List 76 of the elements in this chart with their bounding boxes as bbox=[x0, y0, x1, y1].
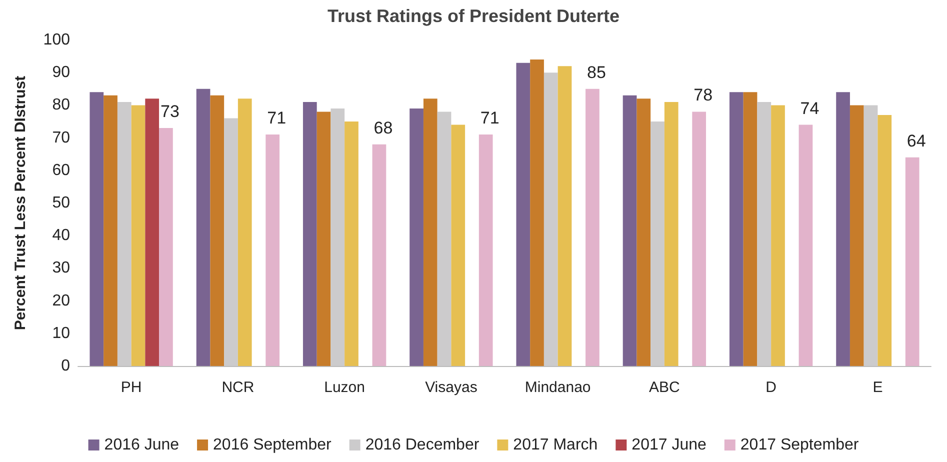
bar bbox=[90, 92, 104, 366]
bar bbox=[131, 105, 146, 366]
y-axis-title: Percent Trust Less Percent DIstrust bbox=[12, 76, 29, 330]
bar bbox=[530, 60, 544, 366]
data-label: 64 bbox=[906, 131, 926, 150]
bar bbox=[757, 102, 772, 366]
bar bbox=[117, 102, 132, 366]
x-tick-label: D bbox=[766, 379, 777, 396]
bar bbox=[586, 88, 600, 366]
data-label: 78 bbox=[694, 86, 713, 105]
y-tick-label: 10 bbox=[52, 324, 70, 342]
x-tick-label: Mindanao bbox=[524, 379, 591, 396]
bar bbox=[636, 98, 651, 366]
legend-label: 2016 June bbox=[104, 436, 180, 454]
bar bbox=[104, 95, 118, 366]
y-tick-label: 40 bbox=[52, 227, 70, 244]
y-tick-label: 0 bbox=[61, 358, 70, 374]
x-tick-label: E bbox=[872, 379, 883, 396]
legend-label: 2016 December bbox=[365, 436, 480, 454]
bar bbox=[743, 92, 758, 366]
data-label: 68 bbox=[374, 118, 393, 138]
x-tick-label: PH bbox=[120, 379, 142, 396]
bar bbox=[836, 92, 850, 366]
bar bbox=[196, 88, 210, 366]
data-label: 71 bbox=[267, 108, 286, 128]
bar bbox=[478, 134, 493, 366]
bar bbox=[516, 62, 530, 366]
legend-label: 2017 September bbox=[740, 436, 860, 454]
bar bbox=[451, 124, 466, 366]
bar bbox=[798, 124, 813, 366]
x-tick-label: Visayas bbox=[425, 379, 478, 396]
x-tick-label: Luzon bbox=[324, 379, 365, 396]
bar bbox=[692, 112, 706, 366]
x-tick-label: NCR bbox=[222, 379, 254, 396]
chart-title: Trust Ratings of President Duterte bbox=[327, 6, 620, 26]
bar bbox=[437, 112, 452, 366]
y-tick-label: 90 bbox=[52, 64, 70, 82]
bar bbox=[330, 108, 345, 366]
bar bbox=[145, 98, 160, 366]
bar bbox=[771, 105, 785, 366]
bar bbox=[878, 114, 892, 366]
bar bbox=[224, 118, 238, 366]
bar bbox=[302, 102, 317, 366]
bar bbox=[423, 98, 438, 366]
y-tick-label: 60 bbox=[52, 162, 70, 179]
legend-label: 2017 June bbox=[632, 436, 707, 454]
bar bbox=[650, 122, 664, 366]
bar bbox=[410, 108, 424, 366]
legend-label: 2016 September bbox=[213, 436, 332, 454]
data-label: 71 bbox=[480, 108, 500, 128]
bar bbox=[316, 112, 331, 366]
bar bbox=[238, 98, 252, 366]
y-tick-label: 80 bbox=[52, 96, 70, 114]
bar bbox=[729, 92, 744, 366]
data-label: 74 bbox=[800, 98, 820, 118]
bar bbox=[864, 105, 878, 366]
bar bbox=[622, 95, 637, 366]
data-label: 85 bbox=[587, 62, 606, 82]
bar bbox=[558, 66, 572, 366]
bar bbox=[159, 128, 173, 366]
data-label: 73 bbox=[160, 102, 180, 122]
bar bbox=[344, 122, 358, 366]
legend-label: 2017 March bbox=[513, 436, 598, 454]
bar bbox=[372, 144, 386, 366]
bar bbox=[266, 134, 280, 366]
x-tick-label: ABC bbox=[649, 379, 680, 396]
bar bbox=[850, 105, 864, 366]
y-tick-label: 20 bbox=[52, 292, 70, 310]
bar bbox=[210, 95, 224, 366]
y-tick-label: 50 bbox=[52, 194, 70, 212]
bar bbox=[905, 157, 920, 366]
bar bbox=[544, 72, 558, 366]
y-tick-label: 30 bbox=[52, 260, 70, 277]
bar bbox=[664, 102, 678, 366]
y-tick-label: 70 bbox=[52, 129, 70, 146]
y-tick-label: 100 bbox=[43, 32, 70, 48]
